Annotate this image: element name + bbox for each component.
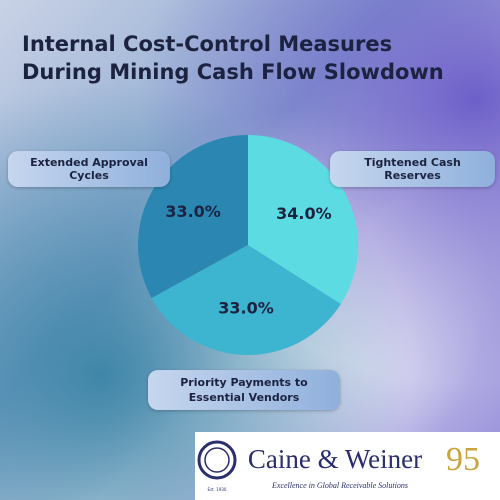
logo-established: Est. 1930 (208, 487, 227, 492)
logo-name: Caine & Weiner (248, 444, 422, 474)
logo-anniversary: 95 (446, 441, 480, 478)
pie-slice (151, 245, 341, 356)
value-label: 34.0% (276, 204, 332, 223)
value-label: 33.0% (165, 202, 221, 221)
slice-label: Tightened Cash Reserves (330, 151, 495, 187)
logo-banner: Est. 1930 Caine & Weiner 95 Excellence i… (195, 432, 500, 500)
slice-label: Priority Payments to Essential Vendors (148, 370, 340, 410)
logo-emblem (197, 440, 237, 480)
slice-label: Extended Approval Cycles (8, 151, 170, 187)
logo-tagline: Excellence in Global Receivable Solution… (271, 481, 408, 490)
chart-title: Internal Cost-Control Measures During Mi… (22, 32, 444, 84)
value-label: 33.0% (218, 298, 274, 317)
logo: Est. 1930 Caine & Weiner 95 Excellence i… (197, 440, 480, 492)
logo-emblem (204, 447, 230, 473)
